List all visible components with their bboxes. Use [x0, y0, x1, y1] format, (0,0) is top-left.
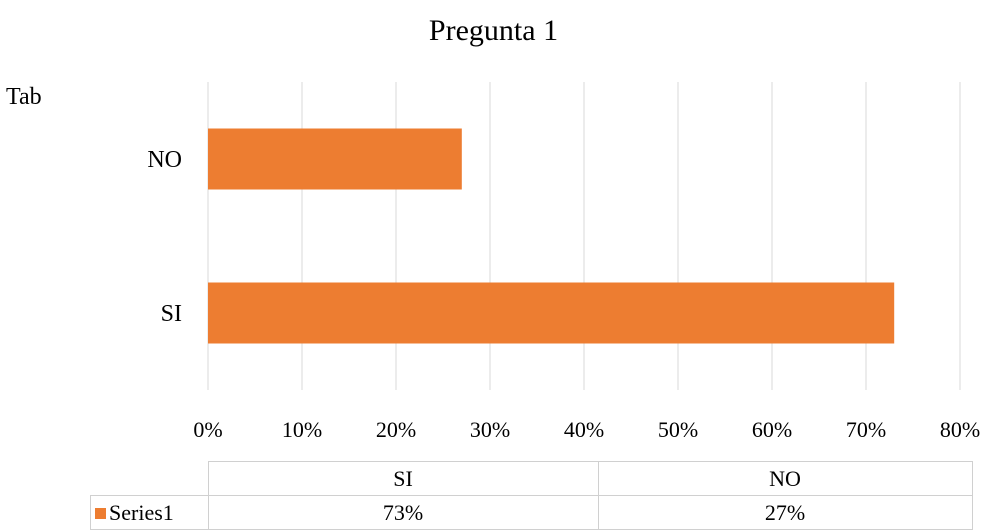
side-text: Tab [6, 84, 42, 110]
legend-key [95, 507, 106, 519]
data-table-row: Series1 73% 27% [90, 495, 973, 530]
data-table-header: SI [207, 461, 599, 496]
data-table-header-row: SI NO [90, 461, 973, 496]
chart-title: Pregunta 1 [428, 14, 559, 47]
x-tick-label: 0% [193, 417, 222, 442]
x-tick-label: 70% [846, 417, 886, 442]
bar-no [208, 128, 462, 190]
data-table-cell: 73% [207, 495, 599, 530]
legend-label: Series1 [109, 499, 174, 525]
y-category-label: NO [147, 147, 182, 173]
x-tick-label: 50% [658, 417, 698, 442]
x-tick-label: 60% [752, 417, 792, 442]
data-table-header: NO [597, 461, 973, 496]
x-tick-label: 10% [282, 417, 322, 442]
x-tick-label: 40% [564, 417, 604, 442]
data-table: SI NO Series1 73% 27% [90, 461, 973, 530]
bar-si [208, 282, 895, 344]
data-table-corner [90, 461, 209, 496]
data-table-cell: 27% [597, 495, 973, 530]
data-table-series-cell: Series1 [90, 495, 209, 530]
x-tick-label: 80% [940, 417, 980, 442]
y-category-label: SI [161, 301, 182, 327]
x-tick-label: 30% [470, 417, 510, 442]
x-tick-label: 20% [376, 417, 416, 442]
